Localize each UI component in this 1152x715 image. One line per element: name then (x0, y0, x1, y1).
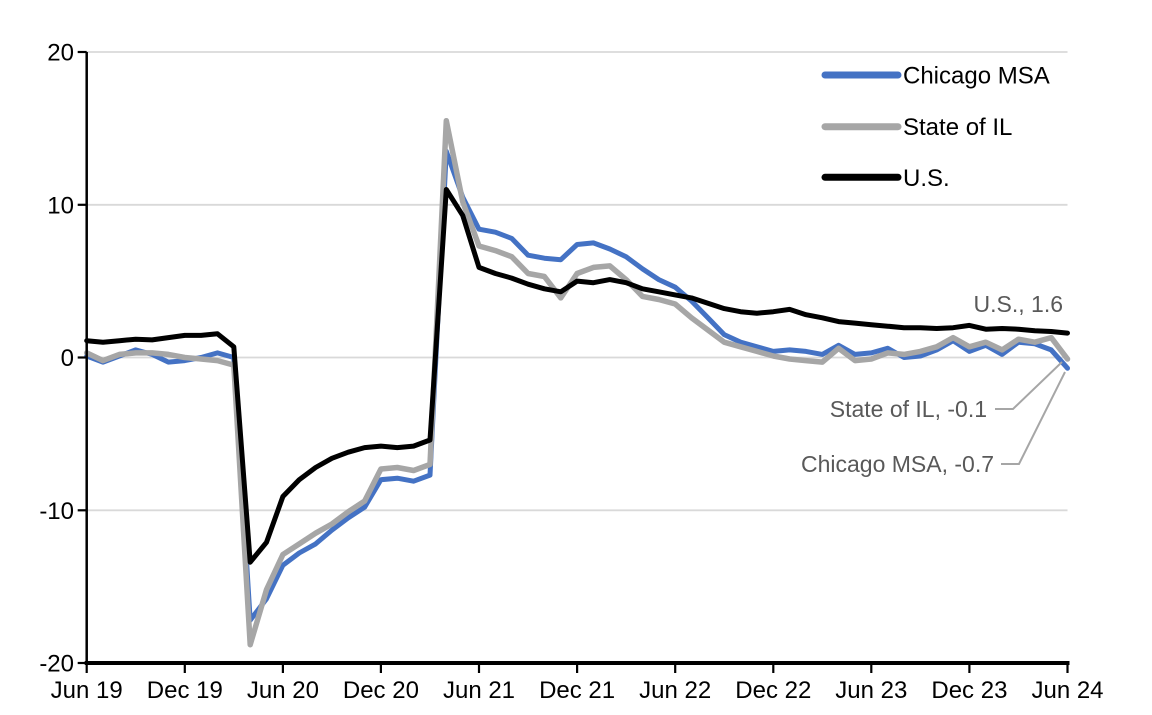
x-tick-label-dec-20: Dec 20 (343, 677, 419, 704)
x-tick-label-jun-21: Jun 21 (443, 677, 515, 704)
leader-line-chicago-msa (1001, 371, 1066, 465)
x-tick-label-dec-23: Dec 23 (931, 677, 1007, 704)
y-tick-label-0: 0 (61, 345, 74, 372)
legend-label-u-s: U.S. (903, 165, 950, 192)
y-tick-label-20: 20 (47, 40, 74, 67)
x-tick-label-jun-19: Jun 19 (51, 677, 123, 704)
x-tick-label-jun-24: Jun 24 (1031, 677, 1103, 704)
x-tick-label-dec-19: Dec 19 (147, 677, 223, 704)
leader-line-state-of-il (995, 361, 1063, 410)
x-tick-label-jun-20: Jun 20 (247, 677, 319, 704)
annotation-u-s: U.S., 1.6 (974, 291, 1063, 317)
x-tick-label-jun-23: Jun 23 (835, 677, 907, 704)
series-line-state-of-il (83, 117, 1071, 648)
x-tick-label-dec-22: Dec 22 (735, 677, 811, 704)
y-tick-label-10: 10 (47, 192, 74, 219)
x-tick-label-dec-21: Dec 21 (539, 677, 615, 704)
legend-label-state-of-il: State of IL (903, 114, 1012, 141)
x-tick-label-jun-22: Jun 22 (639, 677, 711, 704)
series-line-u-s (84, 187, 1070, 565)
annotation-state-of-il: State of IL, -0.1 (830, 396, 987, 422)
legend-label-chicago-msa: Chicago MSA (903, 63, 1050, 90)
y-tick-label--20: -20 (39, 651, 74, 678)
annotation-chicago-msa: Chicago MSA, -0.7 (801, 451, 994, 477)
y-tick-label--10: -10 (39, 498, 74, 525)
